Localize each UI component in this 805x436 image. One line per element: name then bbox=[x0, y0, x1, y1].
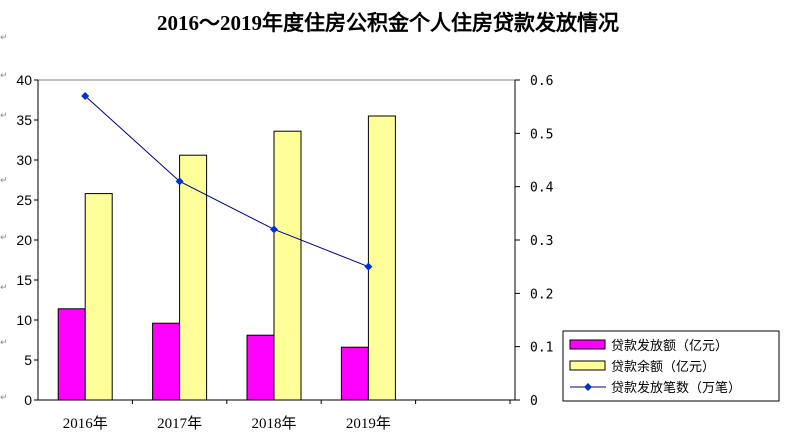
legend-label: 贷款余额（亿元） bbox=[611, 359, 715, 375]
line-point bbox=[175, 177, 184, 186]
right-tick-label: 0.1 bbox=[530, 341, 553, 356]
left-tick-label: 10 bbox=[16, 312, 32, 328]
bar-loan-balance bbox=[179, 154, 208, 401]
left-tick-label: 0 bbox=[24, 392, 32, 408]
left-tick-label: 35 bbox=[16, 112, 32, 128]
bar-loan-balance bbox=[84, 193, 113, 401]
legend-label: 贷款发放额（亿元） bbox=[611, 338, 728, 354]
paragraph-mark: ↵ bbox=[0, 176, 8, 186]
category-label: 2019年 bbox=[346, 415, 391, 432]
paragraph-mark: ↵ bbox=[0, 33, 8, 43]
left-tick-label: 40 bbox=[16, 72, 32, 88]
left-tick-label: 20 bbox=[16, 232, 32, 248]
category-label: 2016年 bbox=[63, 415, 108, 432]
bar-loan-issued bbox=[246, 334, 275, 401]
legend: 贷款发放额（亿元） 贷款余额（亿元） 贷款发放笔数（万笔） bbox=[562, 330, 780, 402]
paragraph-mark: ↵ bbox=[0, 111, 8, 121]
paragraph-mark: ↵ bbox=[0, 233, 8, 243]
right-tick-label: 0.6 bbox=[530, 74, 553, 89]
category-label: 2018年 bbox=[251, 415, 296, 432]
left-tick-label: 30 bbox=[16, 152, 32, 168]
bar-loan-issued bbox=[57, 308, 86, 401]
bar-loan-issued bbox=[340, 346, 369, 401]
bar-loan-balance bbox=[367, 115, 396, 401]
paragraph-mark: ↵ bbox=[0, 283, 8, 293]
left-tick-label: 5 bbox=[24, 352, 32, 368]
line-point bbox=[364, 262, 373, 271]
category-label: 2017年 bbox=[157, 415, 202, 432]
paragraph-mark: ↵ bbox=[0, 393, 8, 403]
line-point bbox=[81, 92, 90, 100]
bar-loan-issued bbox=[152, 322, 181, 401]
legend-swatch bbox=[569, 339, 606, 350]
right-tick-label: 0 bbox=[530, 394, 538, 409]
right-tick-label: 0.2 bbox=[530, 287, 553, 302]
line-loan-count bbox=[84, 95, 369, 268]
paragraph-mark: ↵ bbox=[0, 71, 8, 81]
legend-label: 贷款发放笔数（万笔） bbox=[611, 380, 741, 396]
line-point bbox=[270, 225, 278, 234]
bar-loan-balance bbox=[273, 130, 302, 401]
chart-title: 2016～2019年度住房公积金个人住房贷款发放情况 bbox=[157, 11, 619, 35]
right-tick-label: 0.4 bbox=[530, 181, 554, 196]
paragraph-mark: ↵ bbox=[0, 338, 8, 348]
right-tick-label: 0.5 bbox=[530, 127, 553, 142]
left-tick-label: 25 bbox=[16, 192, 32, 208]
legend-swatch bbox=[569, 360, 606, 371]
left-tick-label: 15 bbox=[16, 272, 32, 288]
right-tick-label: 0.3 bbox=[530, 234, 553, 249]
legend-marker bbox=[584, 383, 592, 391]
